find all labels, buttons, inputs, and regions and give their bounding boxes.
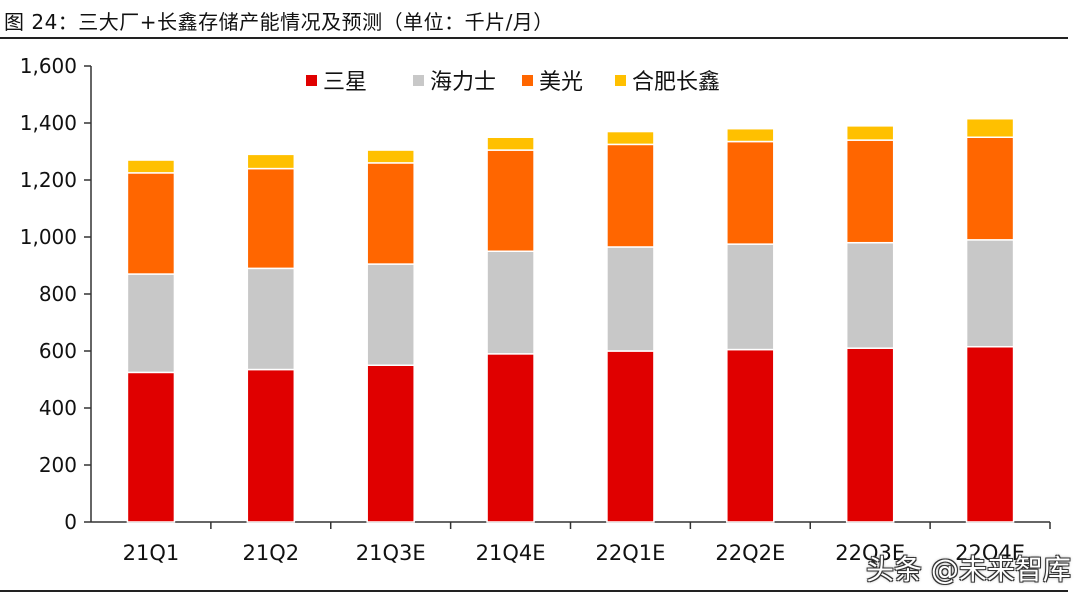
- y-tick-label: 1,200: [20, 168, 77, 192]
- bar-segment-3: [366, 162, 415, 265]
- bar-segment-2: [726, 243, 775, 351]
- bar-segment-2: [486, 250, 535, 355]
- bar-segment-1: [126, 371, 176, 523]
- legend-label: 海力士: [430, 70, 496, 95]
- y-tick-label: 800: [39, 282, 77, 306]
- bar-segment-1: [486, 353, 535, 523]
- x-tick-label: 22Q2E: [715, 541, 785, 565]
- legend-swatch: [522, 75, 533, 86]
- bar-segment-3: [126, 172, 176, 275]
- bar-segment-2: [965, 239, 1015, 348]
- bar-segment-2: [366, 263, 415, 367]
- bar-segment-2: [845, 241, 895, 349]
- figure-title: 图 24：三大厂+长鑫存储产能情况及预测（单位：千片/月）: [4, 10, 554, 34]
- y-tick-label: 600: [39, 339, 77, 363]
- bar-segment-3: [606, 143, 655, 248]
- bar-segment-4: [246, 153, 296, 170]
- title-divider: [0, 37, 1068, 39]
- bar-segment-3: [726, 140, 775, 245]
- bottom-divider: [0, 590, 1068, 592]
- bar-segment-2: [126, 273, 176, 374]
- bar-segment-3: [486, 149, 535, 252]
- legend-label: 三星: [323, 70, 367, 95]
- bar-segment-1: [606, 350, 655, 523]
- x-tick-label: 22Q1E: [595, 541, 665, 565]
- bar-segment-4: [606, 130, 655, 146]
- bar-segment-1: [246, 368, 296, 523]
- bar-segment-1: [366, 364, 415, 523]
- bar-segment-2: [606, 246, 655, 352]
- x-tick-label: 21Q2: [243, 541, 300, 565]
- bar-segment-4: [486, 136, 535, 151]
- y-tick-label: 1,000: [20, 225, 77, 249]
- bar-segment-4: [845, 125, 895, 141]
- x-tick-label: 21Q4E: [476, 541, 546, 565]
- y-tick-label: 400: [39, 396, 77, 420]
- legend-swatch: [615, 75, 626, 86]
- bar-segment-1: [726, 348, 775, 523]
- x-tick-label: 21Q3E: [356, 541, 426, 565]
- bar-segment-4: [726, 127, 775, 143]
- bar-segment-3: [965, 136, 1015, 241]
- legend-swatch: [306, 75, 317, 86]
- y-tick-label: 0: [64, 510, 77, 534]
- bar-segment-4: [366, 149, 415, 164]
- bar-segment-3: [845, 139, 895, 244]
- bar-segment-2: [246, 267, 296, 371]
- y-tick-label: 200: [39, 453, 77, 477]
- bar-segment-1: [965, 345, 1015, 523]
- bar-segment-3: [246, 167, 296, 270]
- legend-label: 合肥长鑫: [632, 70, 720, 95]
- bar-segment-4: [965, 117, 1015, 138]
- x-tick-label: 21Q1: [123, 541, 180, 565]
- x-tick-label: 22Q3E: [835, 541, 905, 565]
- y-tick-label: 1,400: [20, 111, 77, 135]
- x-tick-label: 22Q4E: [955, 541, 1025, 565]
- bar-segment-4: [126, 159, 176, 174]
- y-tick-label: 1,600: [20, 54, 77, 78]
- bar-segment-1: [845, 347, 895, 523]
- legend-swatch: [413, 75, 424, 86]
- watermark: 头条 @未来智库: [866, 553, 1071, 586]
- legend-label: 美光: [539, 70, 583, 95]
